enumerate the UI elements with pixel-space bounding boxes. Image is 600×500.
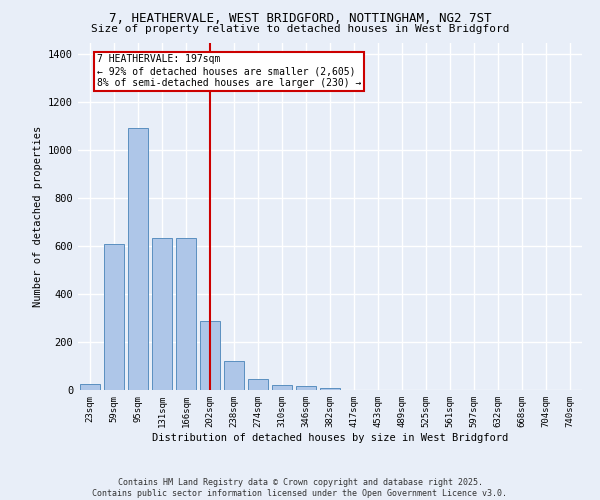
Bar: [320, 388, 340, 390]
Bar: [152, 238, 172, 390]
Bar: [296, 386, 316, 390]
Bar: [104, 244, 124, 390]
Bar: [224, 361, 244, 390]
Y-axis label: Number of detached properties: Number of detached properties: [32, 126, 43, 307]
Bar: [272, 385, 292, 390]
Text: Contains HM Land Registry data © Crown copyright and database right 2025.
Contai: Contains HM Land Registry data © Crown c…: [92, 478, 508, 498]
Bar: [176, 238, 196, 390]
Bar: [248, 379, 268, 390]
Text: 7 HEATHERVALE: 197sqm
← 92% of detached houses are smaller (2,605)
8% of semi-de: 7 HEATHERVALE: 197sqm ← 92% of detached …: [97, 54, 362, 88]
Bar: [80, 384, 100, 390]
Text: 7, HEATHERVALE, WEST BRIDGFORD, NOTTINGHAM, NG2 7ST: 7, HEATHERVALE, WEST BRIDGFORD, NOTTINGH…: [109, 12, 491, 26]
Text: Size of property relative to detached houses in West Bridgford: Size of property relative to detached ho…: [91, 24, 509, 34]
X-axis label: Distribution of detached houses by size in West Bridgford: Distribution of detached houses by size …: [152, 432, 508, 442]
Bar: [128, 128, 148, 390]
Bar: [200, 320, 220, 390]
